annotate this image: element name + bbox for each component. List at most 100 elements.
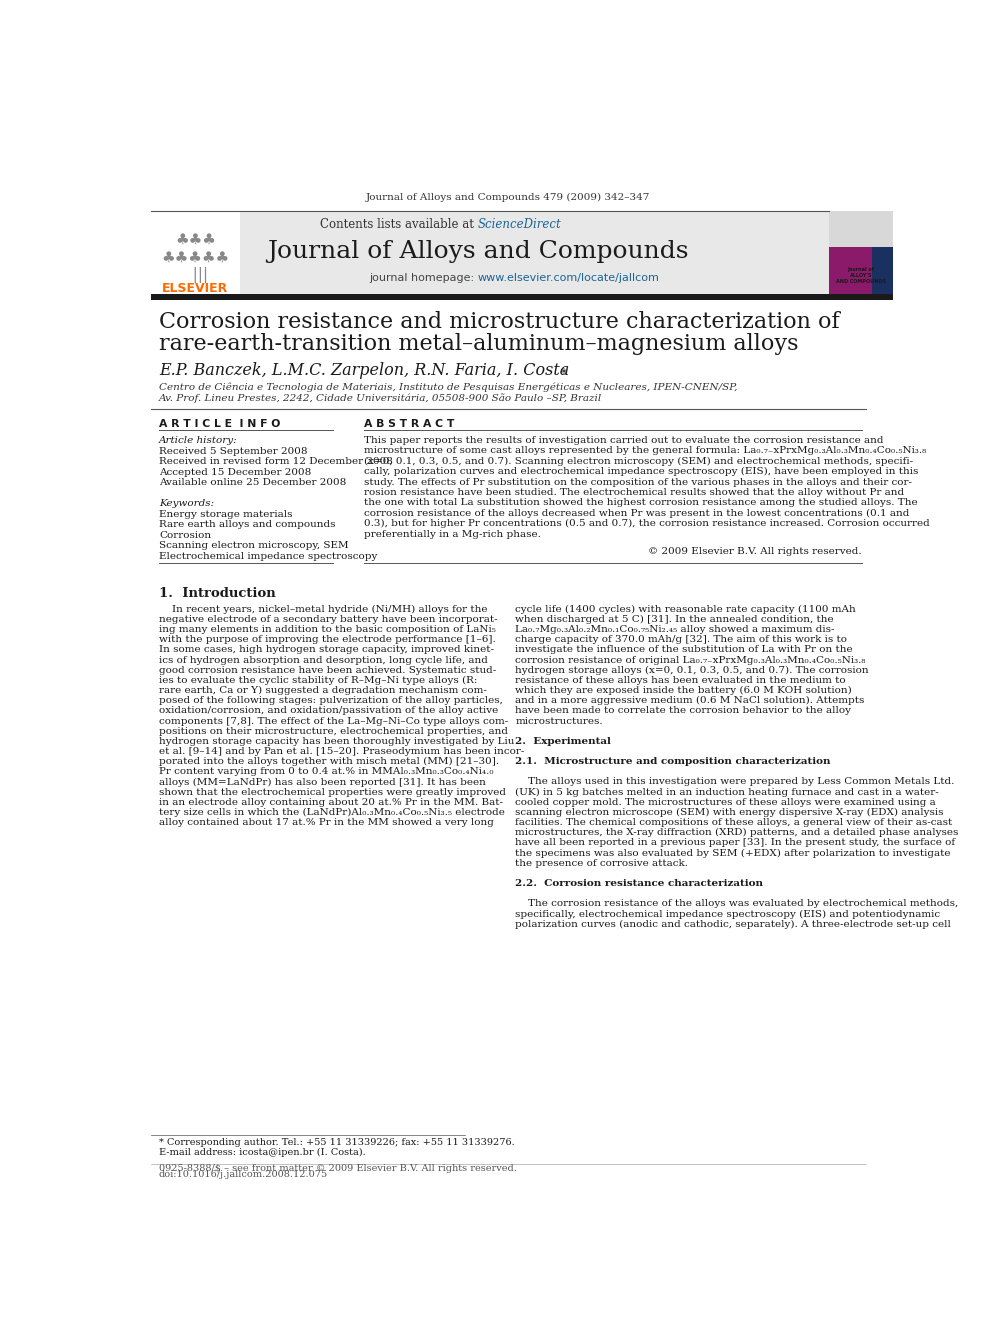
Text: 1.  Introduction: 1. Introduction bbox=[159, 587, 276, 601]
Text: Accepted 15 December 2008: Accepted 15 December 2008 bbox=[159, 467, 311, 476]
Text: This paper reports the results of investigation carried out to evaluate the corr: This paper reports the results of invest… bbox=[364, 437, 884, 445]
Text: La₀.₇Mg₀.₃Al₀.₂Mn₀.₁Co₀.₇₅Ni₂.₄₅ alloy showed a maximum dis-: La₀.₇Mg₀.₃Al₀.₂Mn₀.₁Co₀.₇₅Ni₂.₄₅ alloy s… bbox=[516, 624, 835, 634]
Text: have been made to correlate the corrosion behavior to the alloy: have been made to correlate the corrosio… bbox=[516, 706, 851, 716]
Text: Received in revised form 12 December 2008: Received in revised form 12 December 200… bbox=[159, 458, 393, 466]
Text: The alloys used in this investigation were prepared by Less Common Metals Ltd.: The alloys used in this investigation we… bbox=[516, 778, 954, 786]
Text: Corrosion resistance and microstructure characterization of: Corrosion resistance and microstructure … bbox=[159, 311, 839, 333]
Text: doi:10.1016/j.jallcom.2008.12.075: doi:10.1016/j.jallcom.2008.12.075 bbox=[159, 1170, 328, 1179]
Text: negative electrode of a secondary battery have been incorporat-: negative electrode of a secondary batter… bbox=[159, 615, 498, 624]
Text: investigate the influence of the substitution of La with Pr on the: investigate the influence of the substit… bbox=[516, 646, 853, 655]
Text: rare earth, Ca or Y) suggested a degradation mechanism com-: rare earth, Ca or Y) suggested a degrada… bbox=[159, 685, 487, 695]
Text: rare-earth-transition metal–aluminum–magnesium alloys: rare-earth-transition metal–aluminum–mag… bbox=[159, 332, 799, 355]
Text: preferentially in a Mg-rich phase.: preferentially in a Mg-rich phase. bbox=[364, 529, 541, 538]
Text: hydrogen storage capacity has been thoroughly investigated by Liu: hydrogen storage capacity has been thoro… bbox=[159, 737, 514, 746]
Text: © 2009 Elsevier B.V. All rights reserved.: © 2009 Elsevier B.V. All rights reserved… bbox=[648, 546, 862, 556]
Text: Journal of
ALLOY'S
AND COMPOUNDS: Journal of ALLOY'S AND COMPOUNDS bbox=[836, 267, 886, 284]
Text: hydrogen storage alloys (x=0, 0.1, 0.3, 0.5, and 0.7). The corrosion: hydrogen storage alloys (x=0, 0.1, 0.3, … bbox=[516, 665, 869, 675]
Text: Available online 25 December 2008: Available online 25 December 2008 bbox=[159, 478, 346, 487]
Text: Article history:: Article history: bbox=[159, 437, 237, 445]
Text: when discharged at 5 C) [31]. In the annealed condition, the: when discharged at 5 C) [31]. In the ann… bbox=[516, 615, 834, 624]
Text: Rare earth alloys and compounds: Rare earth alloys and compounds bbox=[159, 520, 335, 529]
Text: posed of the following stages: pulverization of the alloy particles,: posed of the following stages: pulveriza… bbox=[159, 696, 503, 705]
Text: Energy storage materials: Energy storage materials bbox=[159, 509, 293, 519]
Text: with the purpose of improving the electrode performance [1–6].: with the purpose of improving the electr… bbox=[159, 635, 496, 644]
Bar bbox=[151, 294, 893, 300]
Text: (x=0, 0.1, 0.3, 0.5, and 0.7). Scanning electron microscopy (SEM) and electroche: (x=0, 0.1, 0.3, 0.5, and 0.7). Scanning … bbox=[364, 456, 914, 466]
Text: corrosion resistance of original La₀.₇₋xPrxMg₀.₃Al₀.₃Mn₀.₄Co₀.₅Ni₃.₈: corrosion resistance of original La₀.₇₋x… bbox=[516, 655, 866, 664]
Text: In recent years, nickel–metal hydride (Ni/MH) alloys for the: In recent years, nickel–metal hydride (N… bbox=[159, 605, 487, 614]
Text: the one with total La substitution showed the highest corrosion resistance among: the one with total La substitution showe… bbox=[364, 499, 918, 508]
Bar bbox=[872, 247, 893, 294]
Text: microstructures.: microstructures. bbox=[516, 717, 603, 725]
Bar bbox=[829, 247, 872, 294]
Text: and in a more aggressive medium (0.6 M NaCl solution). Attempts: and in a more aggressive medium (0.6 M N… bbox=[516, 696, 865, 705]
Text: alloy contained about 17 at.% Pr in the MM showed a very long: alloy contained about 17 at.% Pr in the … bbox=[159, 818, 494, 827]
Text: microstructure of some cast alloys represented by the general formula: La₀.₇₋xPr: microstructure of some cast alloys repre… bbox=[364, 446, 927, 455]
Text: shown that the electrochemical properties were greatly improved: shown that the electrochemical propertie… bbox=[159, 787, 506, 796]
Bar bbox=[829, 212, 893, 247]
Text: Av. Prof. Lineu Prestes, 2242, Cidade Universitária, 05508-900 São Paulo –SP, Br: Av. Prof. Lineu Prestes, 2242, Cidade Un… bbox=[159, 393, 602, 404]
Text: Pr content varying from 0 to 0.4 at.% in MMAl₀.₃Mn₀.₃Co₀.₄Ni₄.₀: Pr content varying from 0 to 0.4 at.% in… bbox=[159, 767, 493, 777]
Text: good corrosion resistance have been achieved. Systematic stud-: good corrosion resistance have been achi… bbox=[159, 665, 496, 675]
Text: (UK) in 5 kg batches melted in an induction heating furnace and cast in a water-: (UK) in 5 kg batches melted in an induct… bbox=[516, 787, 939, 796]
Text: alloys (MM=LaNdPr) has also been reported [31]. It has been: alloys (MM=LaNdPr) has also been reporte… bbox=[159, 778, 486, 787]
Text: ELSEVIER: ELSEVIER bbox=[162, 282, 228, 295]
Text: ies to evaluate the cyclic stability of R–Mg–Ni type alloys (R:: ies to evaluate the cyclic stability of … bbox=[159, 676, 477, 685]
Text: Corrosion: Corrosion bbox=[159, 531, 211, 540]
Text: E-mail address: icosta@ipen.br (I. Costa).: E-mail address: icosta@ipen.br (I. Costa… bbox=[159, 1148, 366, 1158]
Text: specifically, electrochemical impedance spectroscopy (EIS) and potentiodynamic: specifically, electrochemical impedance … bbox=[516, 910, 940, 918]
Text: In some cases, high hydrogen storage capacity, improved kinet-: In some cases, high hydrogen storage cap… bbox=[159, 646, 494, 655]
Bar bbox=[151, 212, 240, 294]
Text: microstructures, the X-ray diffraction (XRD) patterns, and a detailed phase anal: microstructures, the X-ray diffraction (… bbox=[516, 828, 958, 837]
Text: Received 5 September 2008: Received 5 September 2008 bbox=[159, 447, 308, 456]
Text: charge capacity of 370.0 mAh/g [32]. The aim of this work is to: charge capacity of 370.0 mAh/g [32]. The… bbox=[516, 635, 847, 644]
Text: have all been reported in a previous paper [33]. In the present study, the surfa: have all been reported in a previous pap… bbox=[516, 839, 955, 848]
Text: www.elsevier.com/locate/jallcom: www.elsevier.com/locate/jallcom bbox=[477, 273, 660, 283]
Text: facilities. The chemical compositions of these alloys, a general view of their a: facilities. The chemical compositions of… bbox=[516, 818, 952, 827]
Text: the specimens was also evaluated by SEM (+EDX) after polarization to investigate: the specimens was also evaluated by SEM … bbox=[516, 848, 951, 857]
Text: study. The effects of Pr substitution on the composition of the various phases i: study. The effects of Pr substitution on… bbox=[364, 478, 913, 487]
Text: ics of hydrogen absorption and desorption, long cycle life, and: ics of hydrogen absorption and desorptio… bbox=[159, 655, 488, 664]
Text: which they are exposed inside the battery (6.0 M KOH solution): which they are exposed inside the batter… bbox=[516, 685, 852, 695]
Text: 0.3), but for higher Pr concentrations (0.5 and 0.7), the corrosion resistance i: 0.3), but for higher Pr concentrations (… bbox=[364, 519, 930, 528]
Text: 2.2.  Corrosion resistance characterization: 2.2. Corrosion resistance characterizati… bbox=[516, 880, 764, 888]
Text: cally, polarization curves and electrochemical impedance spectroscopy (EIS), hav: cally, polarization curves and electroch… bbox=[364, 467, 919, 476]
Text: ing many elements in addition to the basic composition of LaNi₅: ing many elements in addition to the bas… bbox=[159, 624, 496, 634]
Text: corrosion resistance of the alloys decreased when Pr was present in the lowest c: corrosion resistance of the alloys decre… bbox=[364, 509, 910, 517]
Text: *: * bbox=[560, 368, 566, 381]
Text: resistance of these alloys has been evaluated in the medium to: resistance of these alloys has been eval… bbox=[516, 676, 846, 685]
Text: Contents lists available at: Contents lists available at bbox=[319, 218, 477, 230]
Text: cycle life (1400 cycles) with reasonable rate capacity (1100 mAh: cycle life (1400 cycles) with reasonable… bbox=[516, 605, 856, 614]
Text: Journal of Alloys and Compounds: Journal of Alloys and Compounds bbox=[267, 239, 688, 263]
Text: polarization curves (anodic and cathodic, separately). A three-electrode set-up : polarization curves (anodic and cathodic… bbox=[516, 919, 951, 929]
Text: the presence of corrosive attack.: the presence of corrosive attack. bbox=[516, 859, 688, 868]
Text: porated into the alloys together with misch metal (MM) [21–30].: porated into the alloys together with mi… bbox=[159, 757, 499, 766]
Text: rosion resistance have been studied. The electrochemical results showed that the: rosion resistance have been studied. The… bbox=[364, 488, 905, 497]
Text: E.P. Banczek, L.M.C. Zarpelon, R.N. Faria, I. Costa: E.P. Banczek, L.M.C. Zarpelon, R.N. Fari… bbox=[159, 363, 569, 378]
Text: ScienceDirect: ScienceDirect bbox=[477, 218, 561, 230]
Text: scanning electron microscope (SEM) with energy dispersive X-ray (EDX) analysis: scanning electron microscope (SEM) with … bbox=[516, 808, 943, 818]
Text: ♣♣♣
♣♣♣♣♣
  |||: ♣♣♣ ♣♣♣♣♣ ||| bbox=[162, 232, 229, 283]
Text: oxidation/corrosion, and oxidation/passivation of the alloy active: oxidation/corrosion, and oxidation/passi… bbox=[159, 706, 498, 716]
Text: components [7,8]. The effect of the La–Mg–Ni–Co type alloys com-: components [7,8]. The effect of the La–M… bbox=[159, 717, 508, 725]
Text: in an electrode alloy containing about 20 at.% Pr in the MM. Bat-: in an electrode alloy containing about 2… bbox=[159, 798, 503, 807]
Text: et al. [9–14] and by Pan et al. [15–20]. Praseodymium has been incor-: et al. [9–14] and by Pan et al. [15–20].… bbox=[159, 747, 524, 755]
Text: Keywords:: Keywords: bbox=[159, 499, 214, 508]
Text: 0925-8388/$ – see front matter © 2009 Elsevier B.V. All rights reserved.: 0925-8388/$ – see front matter © 2009 El… bbox=[159, 1164, 517, 1172]
Text: Centro de Ciência e Tecnologia de Materiais, Instituto de Pesquisas Energéticas : Centro de Ciência e Tecnologia de Materi… bbox=[159, 382, 737, 392]
Text: Scanning electron microscopy, SEM: Scanning electron microscopy, SEM bbox=[159, 541, 348, 550]
Text: Electrochemical impedance spectroscopy: Electrochemical impedance spectroscopy bbox=[159, 552, 377, 561]
Bar bbox=[151, 212, 829, 294]
Text: Journal of Alloys and Compounds 479 (2009) 342–347: Journal of Alloys and Compounds 479 (200… bbox=[366, 193, 651, 202]
Text: * Corresponding author. Tel.: +55 11 31339226; fax: +55 11 31339276.: * Corresponding author. Tel.: +55 11 313… bbox=[159, 1138, 515, 1147]
Text: A B S T R A C T: A B S T R A C T bbox=[364, 418, 454, 429]
Text: 2.1.  Microstructure and composition characterization: 2.1. Microstructure and composition char… bbox=[516, 757, 831, 766]
Text: positions on their microstructure, electrochemical properties, and: positions on their microstructure, elect… bbox=[159, 726, 508, 736]
Text: The corrosion resistance of the alloys was evaluated by electrochemical methods,: The corrosion resistance of the alloys w… bbox=[516, 900, 958, 909]
Text: A R T I C L E  I N F O: A R T I C L E I N F O bbox=[159, 418, 281, 429]
Text: tery size cells in which the (LaNdPr)Al₀.₃Mn₀.₄Co₀.₅Ni₃.₅ electrode: tery size cells in which the (LaNdPr)Al₀… bbox=[159, 808, 505, 818]
Text: cooled copper mold. The microstructures of these alloys were examined using a: cooled copper mold. The microstructures … bbox=[516, 798, 936, 807]
Bar bbox=[829, 212, 893, 294]
Text: 2.  Experimental: 2. Experimental bbox=[516, 737, 611, 746]
Text: journal homepage:: journal homepage: bbox=[369, 273, 477, 283]
